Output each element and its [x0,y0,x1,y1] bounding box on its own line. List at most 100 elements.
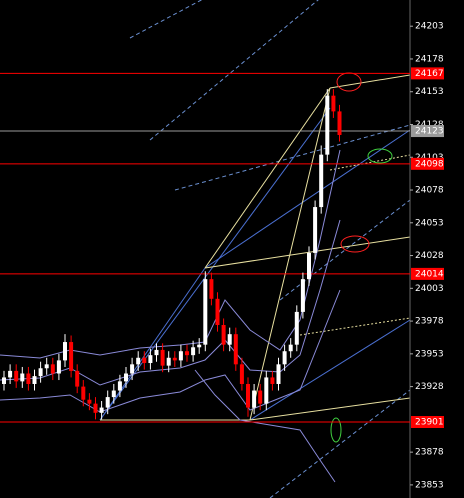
candle-body [105,397,110,408]
candle-body [233,334,238,365]
level-label: 23901 [415,417,444,427]
candle-body [160,349,165,366]
median-line [329,154,411,171]
marker-ellipse [367,148,393,164]
candle-body [99,407,104,413]
y-tick-label: 24003 [415,284,444,294]
candle-body [227,334,232,345]
candle-body [276,364,281,384]
candle-body [136,357,141,365]
candle-body [178,351,183,361]
candle-body [8,370,13,378]
candle-body [166,357,171,366]
fork-line [249,87,331,421]
candle-body [26,373,31,384]
y-tick-label: 23928 [415,382,444,392]
candle-body [63,342,67,361]
candle-body [252,390,257,408]
y-tick-label: 24203 [415,22,444,32]
y-tick-label: 23878 [415,448,444,458]
bollinger-lower [0,289,341,413]
channel-line [129,0,203,39]
candle-body [300,279,305,312]
current-price-box [411,125,444,138]
y-tick-label: 23953 [415,349,444,359]
candle-body [294,311,299,345]
candle-body [32,376,37,384]
marker-ellipse [340,235,370,253]
candle-body [221,325,226,345]
y-tick-label: 23978 [415,317,444,327]
candle-body [246,383,250,408]
candle-body [142,357,147,364]
level-label: 24014 [415,269,444,279]
channel-line [279,199,411,301]
level-label-box [411,267,444,280]
level-label-box [411,157,444,170]
y-tick-label: 24053 [415,218,444,228]
candle-body [288,344,293,352]
candle-body [337,111,342,135]
candle-body [258,390,263,404]
candle-body [209,279,214,299]
level-label-box [411,415,444,428]
candle-body [44,364,49,369]
candle-body [270,377,275,384]
candle-body [69,342,74,371]
candle-body [87,399,92,404]
y-tick-label: 24103 [415,153,444,163]
candle-body [313,207,318,253]
candle-body [130,364,135,374]
candle-body [124,373,128,382]
candle-body [154,349,159,356]
candle-body [191,347,196,356]
candle-body [14,370,19,382]
candle-body [93,403,98,413]
candle-body [56,360,61,374]
y-tick-label: 24178 [415,54,444,64]
candle-body [50,364,55,374]
median-line [299,317,411,336]
current-price-label: 24123 [415,127,444,137]
y-tick-label: 24028 [415,251,444,261]
candle-body [307,252,311,280]
candle-body [282,351,287,365]
candle-body [117,381,122,391]
level-label: 24098 [415,159,444,169]
candle-body [148,355,153,364]
y-tick-label: 24078 [415,186,444,196]
channel-line [269,389,411,498]
candle-body [172,357,177,361]
y-tick-label: 24153 [415,87,444,97]
candle-body [203,279,208,345]
fork-line [249,397,411,421]
trend-line [249,319,411,421]
candle-body [197,344,202,348]
marker-ellipse [330,417,342,443]
fork-line [204,87,331,269]
candle-body [325,95,330,155]
y-tick-label: 23853 [415,480,444,490]
trend-line [99,267,206,421]
candle-body [75,370,80,387]
candle-body [215,298,220,326]
candle-body [319,154,324,208]
candle-body [185,351,189,356]
candle-body [111,390,116,398]
candle-body [2,377,6,384]
candle-body [20,373,25,382]
candle-body [38,368,43,377]
fork-line [204,236,411,269]
level-label-box [411,67,444,80]
channel-line [174,124,411,191]
candle-body [239,364,244,384]
y-tick-label: 24128 [415,120,444,130]
candle-body [264,377,269,404]
candle-body [331,95,336,112]
oscillator [194,369,336,483]
trend-line [204,129,411,269]
candle-body [81,386,86,400]
fork-line [329,74,411,89]
